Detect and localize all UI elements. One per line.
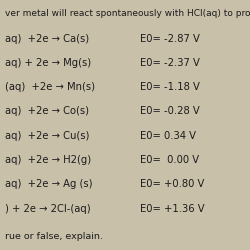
Text: E0= +0.80 V: E0= +0.80 V <box>140 179 204 189</box>
Text: aq)  +2e → Ca(s): aq) +2e → Ca(s) <box>5 34 89 44</box>
Text: ) + 2e → 2Cl-(aq): ) + 2e → 2Cl-(aq) <box>5 204 90 214</box>
Text: E0= -1.18 V: E0= -1.18 V <box>140 82 200 92</box>
Text: aq)  +2e → Co(s): aq) +2e → Co(s) <box>5 106 89 117</box>
Text: ver metal will react spontaneously with HCl(aq) to produce: ver metal will react spontaneously with … <box>5 9 250 18</box>
Text: rue or false, explain.: rue or false, explain. <box>5 232 103 241</box>
Text: aq)  +2e → Ag (s): aq) +2e → Ag (s) <box>5 179 92 189</box>
Text: E0=  0.00 V: E0= 0.00 V <box>140 155 199 165</box>
Text: aq)  +2e → Cu(s): aq) +2e → Cu(s) <box>5 131 89 141</box>
Text: E0= -0.28 V: E0= -0.28 V <box>140 106 200 117</box>
Text: E0= +1.36 V: E0= +1.36 V <box>140 204 204 214</box>
Text: E0= 0.34 V: E0= 0.34 V <box>140 131 196 141</box>
Text: E0= -2.37 V: E0= -2.37 V <box>140 58 200 68</box>
Text: E0= -2.87 V: E0= -2.87 V <box>140 34 200 44</box>
Text: aq) + 2e → Mg(s): aq) + 2e → Mg(s) <box>5 58 91 68</box>
Text: aq)  +2e → H2(g): aq) +2e → H2(g) <box>5 155 91 165</box>
Text: (aq)  +2e → Mn(s): (aq) +2e → Mn(s) <box>5 82 95 92</box>
